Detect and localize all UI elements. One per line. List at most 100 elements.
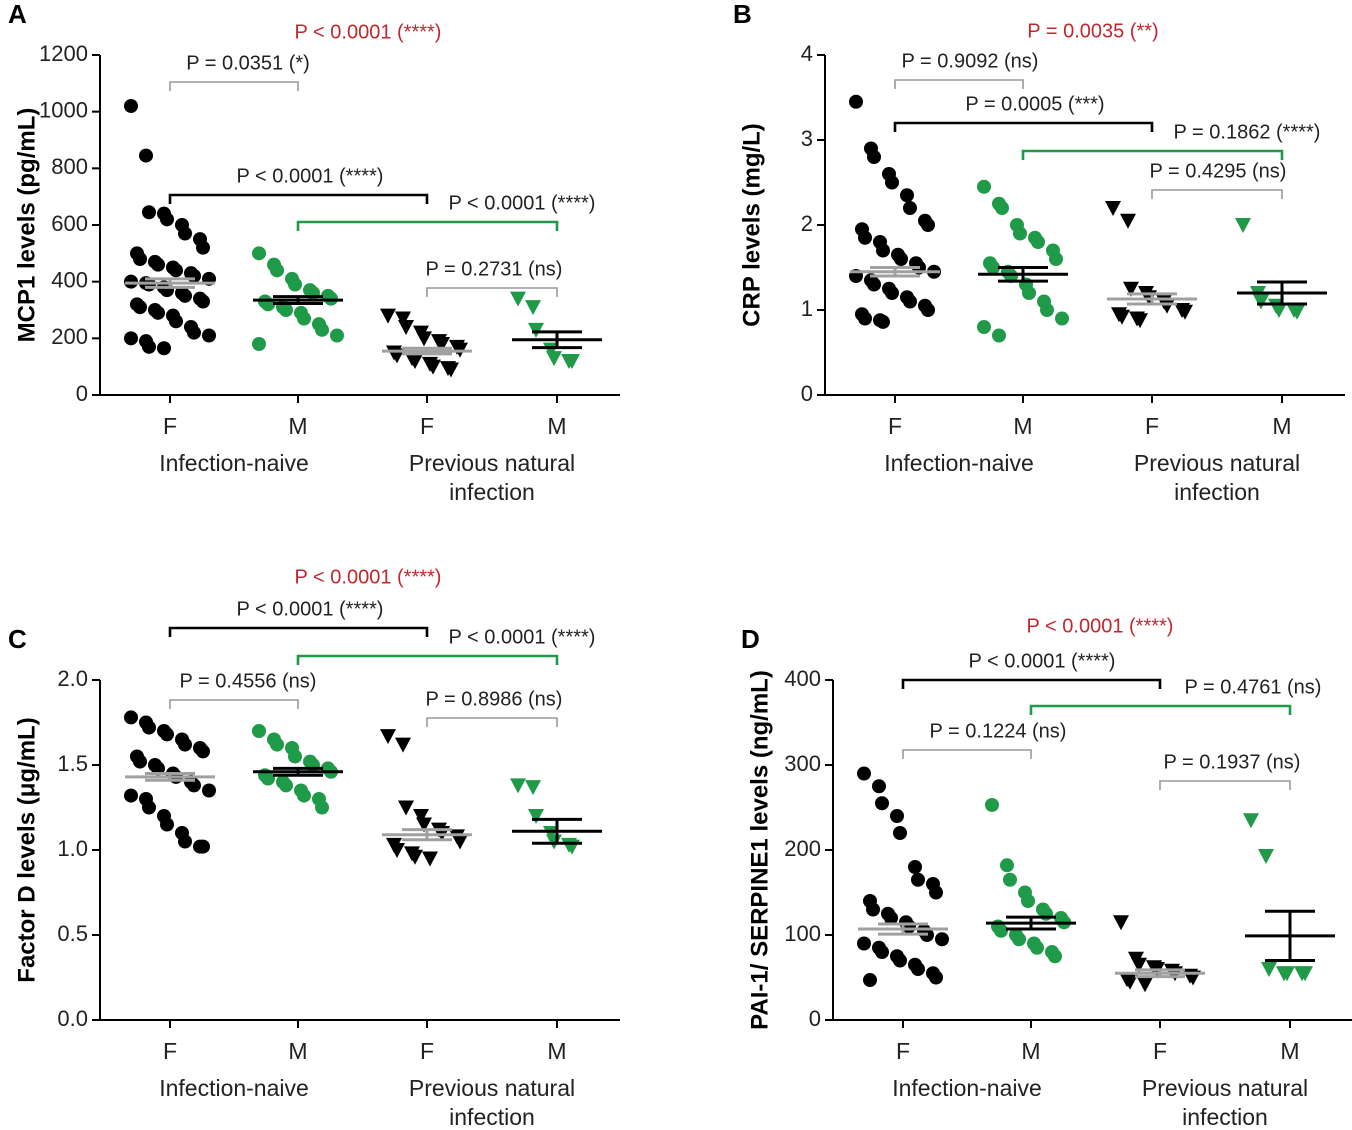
- data-point: [1004, 269, 1018, 283]
- data-point: [885, 286, 899, 300]
- group-label: Infection-naive: [892, 1075, 1042, 1101]
- data-point: [151, 305, 165, 320]
- y-tick-label: 400: [784, 666, 821, 691]
- data-point: [139, 148, 153, 163]
- data-point: [1132, 313, 1148, 329]
- data-point: [160, 817, 174, 832]
- data-point: [434, 337, 450, 352]
- data-point: [1235, 218, 1251, 233]
- data-point: [142, 205, 156, 220]
- data-point: [992, 328, 1006, 343]
- data-point: [380, 729, 396, 745]
- x-tick-label: F: [896, 1038, 910, 1064]
- x-tick-label: M: [1272, 413, 1291, 439]
- data-point: [858, 311, 872, 326]
- data-point: [867, 277, 881, 292]
- data-point: [1297, 966, 1313, 982]
- data-point: [857, 936, 871, 951]
- data-point: [911, 962, 925, 976]
- data-point: [124, 788, 138, 803]
- y-tick-label: 100: [784, 921, 821, 946]
- y-tick-label: 300: [784, 751, 821, 776]
- y-axis-label: PAI-1/ SERPINE1 levels (ng/mL): [746, 670, 773, 1030]
- data-point: [288, 749, 302, 764]
- data-point: [124, 331, 138, 346]
- comparison-bracket: [169, 699, 299, 709]
- data-point: [857, 766, 871, 781]
- data-point: [279, 303, 293, 317]
- data-point: [395, 311, 411, 327]
- y-tick-label: 0.0: [57, 1006, 88, 1031]
- comparison-p-value: P < 0.0001 (****): [449, 192, 596, 214]
- data-point: [1122, 974, 1138, 990]
- data-point: [124, 99, 138, 113]
- y-tick-label: 2.0: [57, 666, 88, 691]
- data-point: [297, 788, 311, 803]
- data-point: [389, 843, 405, 858]
- x-tick-label: F: [1145, 413, 1159, 439]
- data-point: [1177, 304, 1193, 320]
- data-point: [398, 800, 414, 816]
- p-value-overall: P < 0.0001 (****): [295, 566, 442, 588]
- data-point: [252, 724, 266, 738]
- comparison-bracket: [168, 193, 429, 204]
- comparison-p-value: P = 0.8986 (ns): [426, 688, 563, 710]
- group-label: Infection-naive: [159, 450, 309, 476]
- data-point: [1013, 226, 1027, 241]
- data-point: [187, 325, 201, 340]
- data-point: [398, 320, 414, 335]
- data-point: [894, 252, 908, 266]
- y-tick-label: 400: [51, 267, 88, 292]
- p-value-overall: P < 0.0001 (****): [295, 21, 442, 43]
- data-point: [443, 362, 459, 378]
- group-label: Previous natural: [409, 450, 575, 476]
- data-point: [1131, 957, 1147, 973]
- data-point: [867, 150, 881, 164]
- y-axis-label: MCP1 levels (pg/mL): [13, 108, 40, 343]
- data-point: [1271, 303, 1287, 318]
- data-point: [330, 328, 344, 343]
- data-point: [525, 300, 541, 316]
- group-label: Infection-naive: [159, 1075, 309, 1101]
- data-point: [187, 778, 201, 793]
- x-tick-label: F: [888, 413, 902, 439]
- x-tick-label: M: [547, 413, 566, 439]
- y-tick-label: 0: [809, 1006, 821, 1031]
- data-point: [196, 294, 210, 309]
- data-point: [903, 294, 917, 309]
- data-point: [1040, 303, 1054, 317]
- comparison-p-value: P < 0.0001 (****): [237, 598, 384, 620]
- p-value-overall: P < 0.0001 (****): [1027, 615, 1174, 637]
- data-point: [1123, 281, 1139, 297]
- data-point: [510, 778, 526, 794]
- data-point: [160, 283, 174, 298]
- data-point: [270, 737, 284, 752]
- comparison-p-value: P = 0.1937 (ns): [1164, 751, 1301, 773]
- data-point: [1000, 858, 1014, 873]
- data-point: [297, 311, 311, 326]
- data-point: [893, 953, 907, 968]
- data-point: [921, 218, 935, 232]
- data-point: [1261, 962, 1277, 977]
- data-point: [425, 359, 441, 375]
- data-point: [1048, 949, 1062, 964]
- data-point: [1113, 915, 1129, 931]
- data-point: [1021, 894, 1035, 908]
- data-point: [977, 320, 991, 334]
- data-point: [1105, 201, 1121, 216]
- x-tick-label: M: [288, 413, 307, 439]
- p-value-overall: P = 0.0035 (**): [1027, 20, 1158, 42]
- group-label: infection: [1174, 479, 1260, 505]
- data-point: [202, 783, 216, 798]
- data-point: [935, 932, 949, 947]
- data-point: [994, 923, 1008, 938]
- y-tick-label: 1200: [39, 41, 88, 66]
- y-tick-label: 0: [801, 381, 813, 406]
- group-label: Previous natural: [1134, 450, 1300, 476]
- data-point: [863, 973, 877, 988]
- data-point: [452, 834, 468, 850]
- y-tick-label: 800: [51, 154, 88, 179]
- data-point: [1258, 848, 1274, 864]
- data-point: [380, 308, 396, 324]
